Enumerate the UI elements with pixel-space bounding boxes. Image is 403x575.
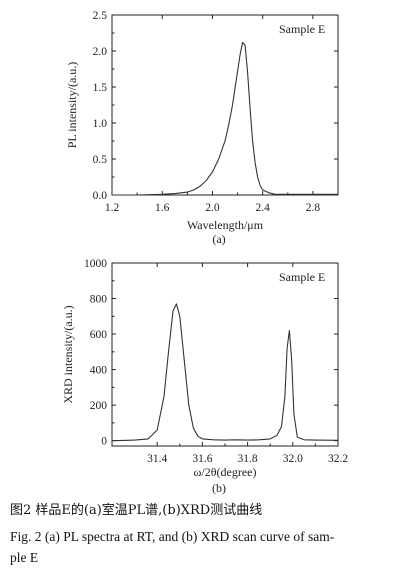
y-tick-label: 2.0 [93,46,108,58]
figure-caption-chinese: 图2 样品E的(a)室温PL谱,(b)XRD测试曲线 [10,503,263,518]
figure: 1.2 1.6 2.0 2.4 2.8 0.0 0.5 1.0 1.5 2.0 2.5 Sample … [61,10,348,495]
y-tick-label: 400 [90,365,108,377]
x-tick-label: 2.4 [255,202,270,214]
y-axis-label: PL intensity/(a.u.) [65,62,79,149]
chart-panel-a: 1.2 1.6 2.0 2.4 2.8 0.0 0.5 1.0 1.5 2.0 2.5 Sample … [65,10,339,246]
plot-frame [111,262,339,447]
series-line [111,303,339,442]
y-tick-label: 800 [90,294,108,306]
x-tick-label: 31.4 [147,453,167,465]
x-tick-label: 2.0 [205,202,220,214]
y-tick-label: 600 [90,329,108,341]
x-tick-label: 32.0 [283,453,303,465]
y-tick-label: 0.5 [93,154,108,166]
figure-caption-english-line-1: Fig. 2 (a) PL spectra at RT, and (b) XRD… [10,529,335,544]
x-axis-label: Wavelength/μm [187,218,264,232]
x-tick-label: 32.2 [328,453,348,465]
x-tick-label: 31.8 [238,453,258,465]
chart-panel-b: 31.4 31.6 31.8 32.0 32.2 0 200 400 600 800 1000 Sam… [61,258,348,495]
y-tick-label: 0.0 [93,190,108,202]
y-tick-label: 0 [101,436,107,448]
panel-label: (a) [212,232,225,246]
y-axis-label: XRD intensity/(a.u.) [61,305,75,403]
sample-annotation: Sample E [279,22,325,36]
series-line [112,41,338,196]
y-tick-label: 2.5 [93,10,108,22]
y-tick-label: 1000 [84,258,107,270]
x-tick-label: 2.8 [306,202,321,214]
x-tick-label: 1.2 [105,202,120,214]
x-tick-label: 31.6 [192,453,212,465]
y-tick-label: 1.0 [93,118,108,130]
y-tick-label: 200 [90,400,108,412]
x-axis-label: ω/2θ(degree) [194,465,257,479]
y-tick-label: 1.5 [93,82,108,94]
figure-caption-english-line-2: ple E [10,550,39,565]
sample-annotation: Sample E [279,270,325,284]
x-tick-label: 1.6 [155,202,170,214]
panel-label: (b) [212,481,226,495]
plot-frame [111,14,339,196]
